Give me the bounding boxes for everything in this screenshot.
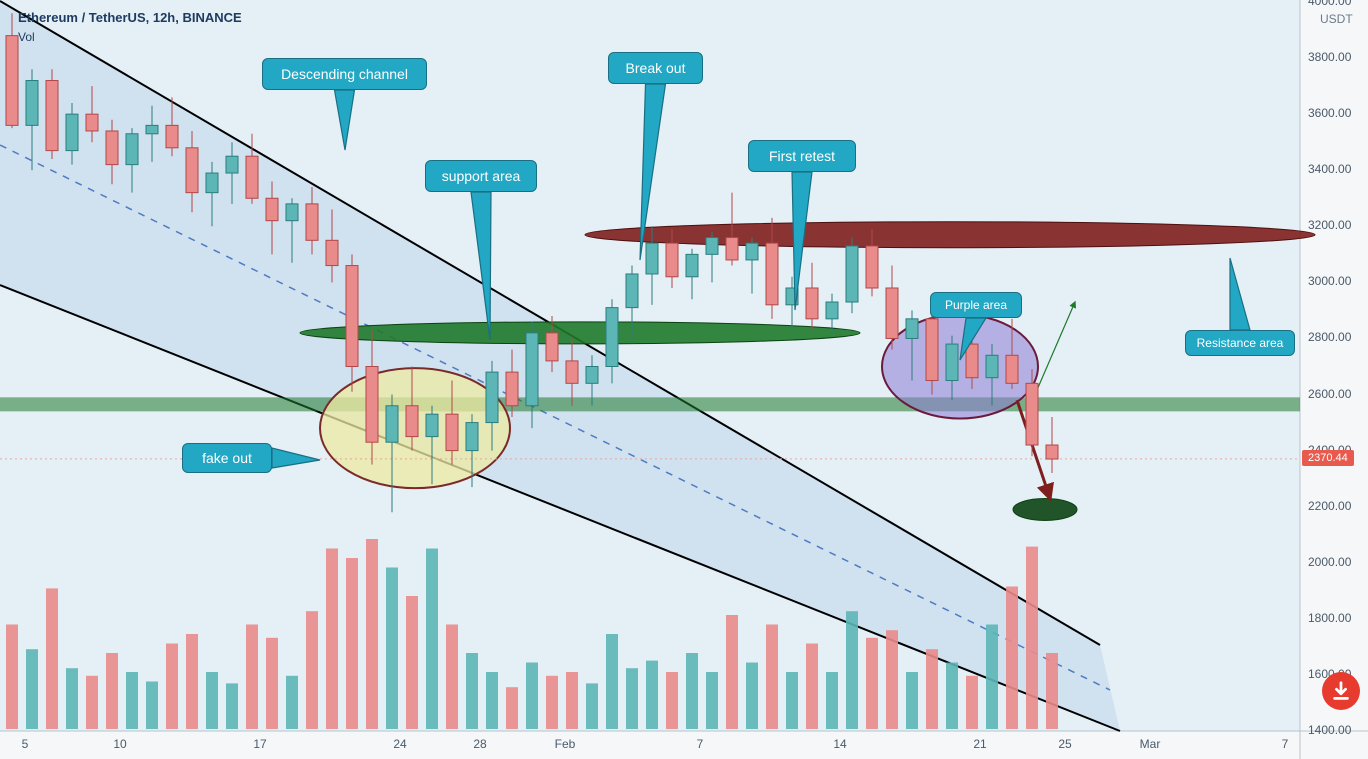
y-tick-label: 1800.00 — [1308, 611, 1368, 625]
callout-break-out[interactable]: Break out — [608, 52, 703, 84]
callout-descending-channel[interactable]: Descending channel — [262, 58, 427, 90]
x-tick-label: 28 — [460, 737, 500, 751]
callout-fake-out[interactable]: fake out — [182, 443, 272, 473]
x-tick-label: 10 — [100, 737, 140, 751]
chart-title: Ethereum / TetherUS, 12h, BINANCE — [18, 10, 242, 25]
direction-indicator-down-icon — [1322, 672, 1360, 710]
chart-svg[interactable] — [0, 0, 1368, 759]
x-tick-label: Feb — [545, 737, 585, 751]
y-tick-label: 2600.00 — [1308, 387, 1368, 401]
x-tick-label: 14 — [820, 737, 860, 751]
y-tick-label: 2200.00 — [1308, 499, 1368, 513]
callout-purple-area[interactable]: Purple area — [930, 292, 1022, 318]
y-tick-label: 3000.00 — [1308, 274, 1368, 288]
x-tick-label: 7 — [1265, 737, 1305, 751]
y-currency-label: USDT — [1320, 12, 1353, 26]
y-tick-label: 3400.00 — [1308, 162, 1368, 176]
callout-resistance-area[interactable]: Resistance area — [1185, 330, 1295, 356]
x-tick-label: Mar — [1130, 737, 1170, 751]
x-tick-label: 21 — [960, 737, 1000, 751]
price-badge: 2370.44 — [1302, 450, 1354, 466]
y-tick-label: 2000.00 — [1308, 555, 1368, 569]
x-tick-label: 5 — [5, 737, 45, 751]
y-tick-label: 4000.00 — [1308, 0, 1368, 8]
y-tick-label: 2800.00 — [1308, 330, 1368, 344]
y-tick-label: 3600.00 — [1308, 106, 1368, 120]
y-tick-label: 1400.00 — [1308, 723, 1368, 737]
callout-support-area[interactable]: support area — [425, 160, 537, 192]
callout-first-retest[interactable]: First retest — [748, 140, 856, 172]
y-tick-label: 3200.00 — [1308, 218, 1368, 232]
x-tick-label: 24 — [380, 737, 420, 751]
x-tick-label: 17 — [240, 737, 280, 751]
x-tick-label: 25 — [1045, 737, 1085, 751]
volume-label: Vol — [18, 30, 35, 44]
y-tick-label: 3800.00 — [1308, 50, 1368, 64]
x-tick-label: 7 — [680, 737, 720, 751]
chart-root: Ethereum / TetherUS, 12h, BINANCE Vol US… — [0, 0, 1368, 759]
